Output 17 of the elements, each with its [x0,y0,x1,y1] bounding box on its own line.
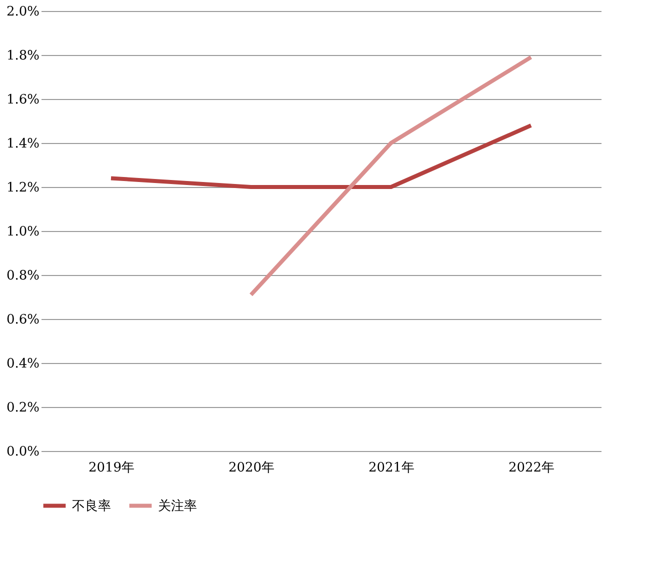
y-tick-label: 2.0% [6,4,40,20]
y-tick-label: 1.2% [6,180,40,196]
x-tick-label: 2021年 [368,460,415,476]
x-tick-label: 2020年 [228,460,275,476]
y-tick-label: 0.4% [6,356,40,372]
y-tick-label: 1.6% [6,92,40,108]
y-tick-label: 1.4% [6,136,40,152]
y-tick-label: 0.8% [6,268,40,284]
x-tick-label: 2019年 [88,460,135,476]
legend-label: 关注率 [158,498,197,514]
legend-label: 不良率 [72,498,111,514]
y-tick-label: 1.8% [6,48,40,64]
y-tick-label: 0.0% [6,444,40,460]
y-tick-label: 0.2% [6,400,40,416]
y-tick-label: 0.6% [6,312,40,328]
y-tick-label: 1.0% [6,224,40,240]
x-tick-label: 2022年 [508,460,555,476]
